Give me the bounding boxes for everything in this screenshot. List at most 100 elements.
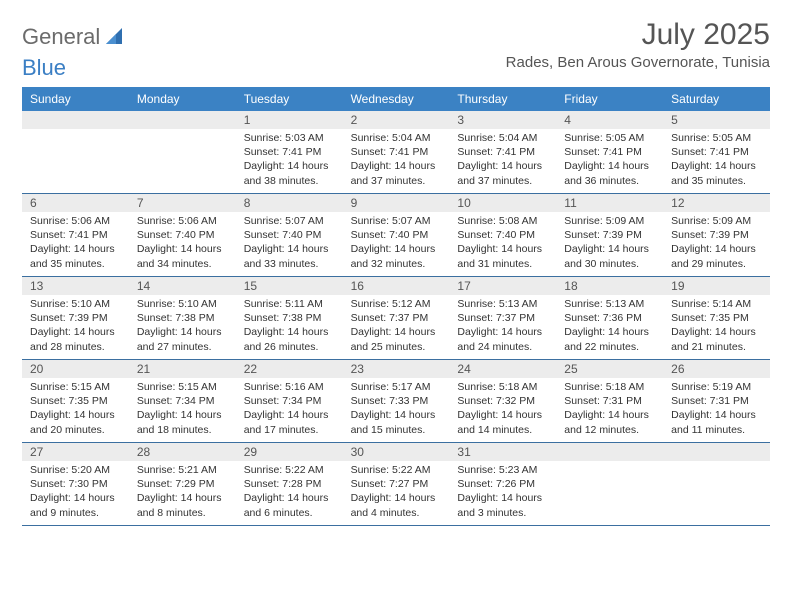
- day-cell: 27Sunrise: 5:20 AMSunset: 7:30 PMDayligh…: [22, 443, 129, 525]
- day-body: Sunrise: 5:09 AMSunset: 7:39 PMDaylight:…: [556, 212, 663, 275]
- day-number: [22, 111, 129, 129]
- day-cell: 17Sunrise: 5:13 AMSunset: 7:37 PMDayligh…: [449, 277, 556, 359]
- day-number: 20: [22, 360, 129, 378]
- daylight-text: Daylight: 14 hours and 4 minutes.: [351, 491, 442, 519]
- day-body: Sunrise: 5:20 AMSunset: 7:30 PMDaylight:…: [22, 461, 129, 524]
- day-number: 22: [236, 360, 343, 378]
- weekday-mon: Monday: [129, 87, 236, 111]
- day-body: [663, 461, 770, 519]
- day-cell: 16Sunrise: 5:12 AMSunset: 7:37 PMDayligh…: [343, 277, 450, 359]
- day-number: 24: [449, 360, 556, 378]
- daylight-text: Daylight: 14 hours and 12 minutes.: [564, 408, 655, 436]
- day-cell: 1Sunrise: 5:03 AMSunset: 7:41 PMDaylight…: [236, 111, 343, 193]
- daylight-text: Daylight: 14 hours and 28 minutes.: [30, 325, 121, 353]
- sunrise-text: Sunrise: 5:19 AM: [671, 380, 762, 394]
- day-number: 10: [449, 194, 556, 212]
- sunset-text: Sunset: 7:29 PM: [137, 477, 228, 491]
- sunrise-text: Sunrise: 5:13 AM: [564, 297, 655, 311]
- week-row: 6Sunrise: 5:06 AMSunset: 7:41 PMDaylight…: [22, 194, 770, 277]
- sunset-text: Sunset: 7:36 PM: [564, 311, 655, 325]
- sunrise-text: Sunrise: 5:14 AM: [671, 297, 762, 311]
- sunrise-text: Sunrise: 5:04 AM: [351, 131, 442, 145]
- day-cell: 28Sunrise: 5:21 AMSunset: 7:29 PMDayligh…: [129, 443, 236, 525]
- weekday-sat: Saturday: [663, 87, 770, 111]
- sunrise-text: Sunrise: 5:15 AM: [30, 380, 121, 394]
- day-body: Sunrise: 5:18 AMSunset: 7:32 PMDaylight:…: [449, 378, 556, 441]
- day-number: 16: [343, 277, 450, 295]
- day-cell: 26Sunrise: 5:19 AMSunset: 7:31 PMDayligh…: [663, 360, 770, 442]
- day-cell: 4Sunrise: 5:05 AMSunset: 7:41 PMDaylight…: [556, 111, 663, 193]
- sunrise-text: Sunrise: 5:22 AM: [244, 463, 335, 477]
- day-number: [556, 443, 663, 461]
- sunset-text: Sunset: 7:41 PM: [671, 145, 762, 159]
- sunrise-text: Sunrise: 5:09 AM: [564, 214, 655, 228]
- day-body: Sunrise: 5:19 AMSunset: 7:31 PMDaylight:…: [663, 378, 770, 441]
- daylight-text: Daylight: 14 hours and 21 minutes.: [671, 325, 762, 353]
- day-cell: 20Sunrise: 5:15 AMSunset: 7:35 PMDayligh…: [22, 360, 129, 442]
- day-body: Sunrise: 5:11 AMSunset: 7:38 PMDaylight:…: [236, 295, 343, 358]
- day-cell: 15Sunrise: 5:11 AMSunset: 7:38 PMDayligh…: [236, 277, 343, 359]
- sunrise-text: Sunrise: 5:11 AM: [244, 297, 335, 311]
- day-cell: 7Sunrise: 5:06 AMSunset: 7:40 PMDaylight…: [129, 194, 236, 276]
- daylight-text: Daylight: 14 hours and 32 minutes.: [351, 242, 442, 270]
- week-row: 1 Sunrise: 5:03 AM Sunset: 7:41 PM Daylight…: [22, 111, 770, 194]
- sunrise-text: Sunrise: 5:03 AM: [244, 131, 335, 145]
- day-cell: 5Sunrise: 5:05 AMSunset: 7:41 PMDaylight…: [663, 111, 770, 193]
- day-number: 11: [556, 194, 663, 212]
- day-cell: 18 Sunrise: 5:13 AMSunset: 7:36 PMDayligh…: [556, 277, 663, 359]
- week-row: 27Sunrise: 5:20 AMSunset: 7:30 PMDayligh…: [22, 443, 770, 526]
- day-number: 5: [663, 111, 770, 129]
- sunset-text: Sunset: 7:40 PM: [457, 228, 548, 242]
- day-cell: 8Sunrise: 5:07 AMSunset: 7:40 PMDaylight…: [236, 194, 343, 276]
- day-body: [556, 461, 663, 519]
- daylight-text: Daylight: 14 hours and 35 minutes.: [30, 242, 121, 270]
- day-cell: 12Sunrise: 5:09 AMSunset: 7:39 PMDayligh…: [663, 194, 770, 276]
- weekday-thu: Thursday: [449, 87, 556, 111]
- day-number: 1: [236, 111, 343, 129]
- day-body: Sunrise: 5:10 AMSunset: 7:39 PMDaylight:…: [22, 295, 129, 358]
- daylight-text: Daylight: 14 hours and 11 minutes.: [671, 408, 762, 436]
- day-number: 27: [22, 443, 129, 461]
- daylight-text: Daylight: 14 hours and 3 minutes.: [457, 491, 548, 519]
- daylight-text: Daylight: 14 hours and 36 minutes.: [564, 159, 655, 187]
- sunrise-text: Sunrise: 5:18 AM: [564, 380, 655, 394]
- day-number: 18: [556, 277, 663, 295]
- day-body: Sunrise: 5:06 AMSunset: 7:40 PMDaylight:…: [129, 212, 236, 275]
- daylight-text: Daylight: 14 hours and 30 minutes.: [564, 242, 655, 270]
- daylight-text: Daylight: 14 hours and 22 minutes.: [564, 325, 655, 353]
- daylight-text: Daylight: 14 hours and 9 minutes.: [30, 491, 121, 519]
- day-cell: 22Sunrise: 5:16 AMSunset: 7:34 PMDayligh…: [236, 360, 343, 442]
- day-cell: 2Sunrise: 5:04 AMSunset: 7:41 PMDaylight…: [343, 111, 450, 193]
- daylight-text: Daylight: 14 hours and 20 minutes.: [30, 408, 121, 436]
- day-number: 7: [129, 194, 236, 212]
- day-body: Sunrise: 5:13 AMSunset: 7:37 PMDaylight:…: [449, 295, 556, 358]
- daylight-text: Daylight: 14 hours and 25 minutes.: [351, 325, 442, 353]
- day-number: 6: [22, 194, 129, 212]
- daylight-text: Daylight: 14 hours and 8 minutes.: [137, 491, 228, 519]
- daylight-text: Daylight: 14 hours and 15 minutes.: [351, 408, 442, 436]
- sunset-text: Sunset: 7:41 PM: [351, 145, 442, 159]
- sunrise-text: Sunrise: 5:07 AM: [351, 214, 442, 228]
- sunset-text: Sunset: 7:33 PM: [351, 394, 442, 408]
- day-cell: 25Sunrise: 5:18 AMSunset: 7:31 PMDayligh…: [556, 360, 663, 442]
- day-number: 4: [556, 111, 663, 129]
- sunset-text: Sunset: 7:28 PM: [244, 477, 335, 491]
- logo-word-blue: Blue: [22, 55, 770, 81]
- sunrise-text: Sunrise: 5:23 AM: [457, 463, 548, 477]
- sunset-text: Sunset: 7:41 PM: [457, 145, 548, 159]
- day-cell: 11Sunrise: 5:09 AMSunset: 7:39 PMDayligh…: [556, 194, 663, 276]
- day-number: 2: [343, 111, 450, 129]
- sunset-text: Sunset: 7:40 PM: [244, 228, 335, 242]
- sunset-text: Sunset: 7:39 PM: [671, 228, 762, 242]
- day-cell: 30Sunrise: 5:22 AMSunset: 7:27 PMDayligh…: [343, 443, 450, 525]
- day-cell: [556, 443, 663, 525]
- sunset-text: Sunset: 7:37 PM: [351, 311, 442, 325]
- daylight-text: Daylight: 14 hours and 6 minutes.: [244, 491, 335, 519]
- day-cell: 19Sunrise: 5:14 AMSunset: 7:35 PMDayligh…: [663, 277, 770, 359]
- sunset-text: Sunset: 7:40 PM: [137, 228, 228, 242]
- daylight-text: Daylight: 14 hours and 18 minutes.: [137, 408, 228, 436]
- sunrise-text: Sunrise: 5:15 AM: [137, 380, 228, 394]
- day-cell: 13Sunrise: 5:10 AMSunset: 7:39 PMDayligh…: [22, 277, 129, 359]
- sunset-text: Sunset: 7:39 PM: [30, 311, 121, 325]
- day-body: Sunrise: 5:09 AMSunset: 7:39 PMDaylight:…: [663, 212, 770, 275]
